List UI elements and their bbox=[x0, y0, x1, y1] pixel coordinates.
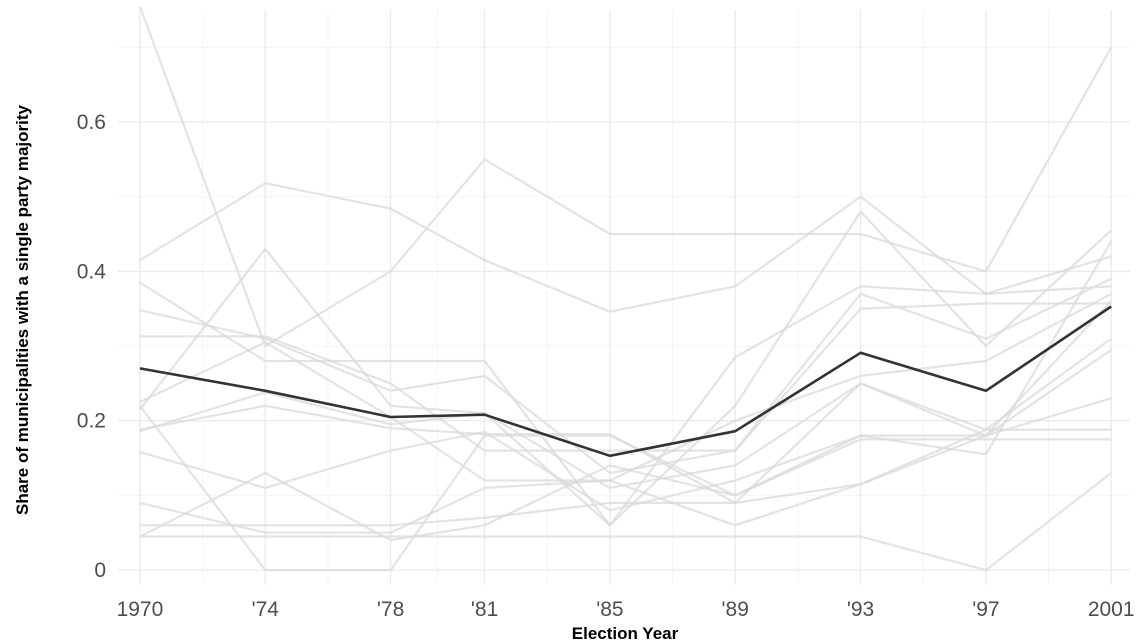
series-line-6 bbox=[139, 302, 1112, 452]
series-line-10 bbox=[139, 397, 1112, 512]
grid-minor bbox=[118, 10, 1130, 585]
series-line-14 bbox=[139, 472, 1112, 572]
x-tick-labels: 1970 '74 '78 '81 '85 '89 '93 '97 2001 bbox=[117, 598, 1135, 621]
series-line-2 bbox=[139, 182, 1112, 313]
x-tick-label: '97 bbox=[972, 598, 999, 621]
x-tick-label: '85 bbox=[596, 598, 623, 621]
series-line-8 bbox=[139, 337, 1112, 504]
y-tick-label: 0.2 bbox=[77, 410, 106, 433]
series-line-13 bbox=[139, 300, 1113, 527]
y-tick-label: 0 bbox=[94, 559, 106, 582]
x-tick-label: 1970 bbox=[117, 598, 164, 621]
series-line-15 bbox=[139, 405, 1112, 572]
x-tick-label: '78 bbox=[377, 598, 404, 621]
y-tick-labels: 0 0.2 0.4 0.6 bbox=[77, 111, 107, 582]
x-axis-title: Election Year bbox=[572, 624, 679, 643]
series-line-5 bbox=[139, 277, 1112, 475]
series-line-4 bbox=[139, 281, 1112, 527]
series-line-9 bbox=[139, 348, 1112, 489]
series-line-3 bbox=[139, 210, 1112, 527]
x-tick-label: 2001 bbox=[1088, 598, 1135, 621]
x-tick-label: '93 bbox=[847, 598, 874, 621]
series-line-1 bbox=[138, 5, 1113, 348]
series-line-12 bbox=[139, 240, 1113, 542]
x-tick-label: '89 bbox=[722, 598, 749, 621]
x-tick-label: '81 bbox=[471, 598, 498, 621]
y-axis-title: Share of municipalities with a single pa… bbox=[13, 104, 32, 515]
grid-major bbox=[118, 10, 1130, 585]
y-tick-label: 0.4 bbox=[77, 260, 107, 283]
y-tick-label: 0.6 bbox=[77, 111, 106, 134]
thin-series-group bbox=[138, 5, 1113, 572]
x-tick-label: '74 bbox=[252, 598, 280, 621]
average-series-line bbox=[139, 305, 1112, 458]
average-series-group bbox=[139, 305, 1112, 458]
